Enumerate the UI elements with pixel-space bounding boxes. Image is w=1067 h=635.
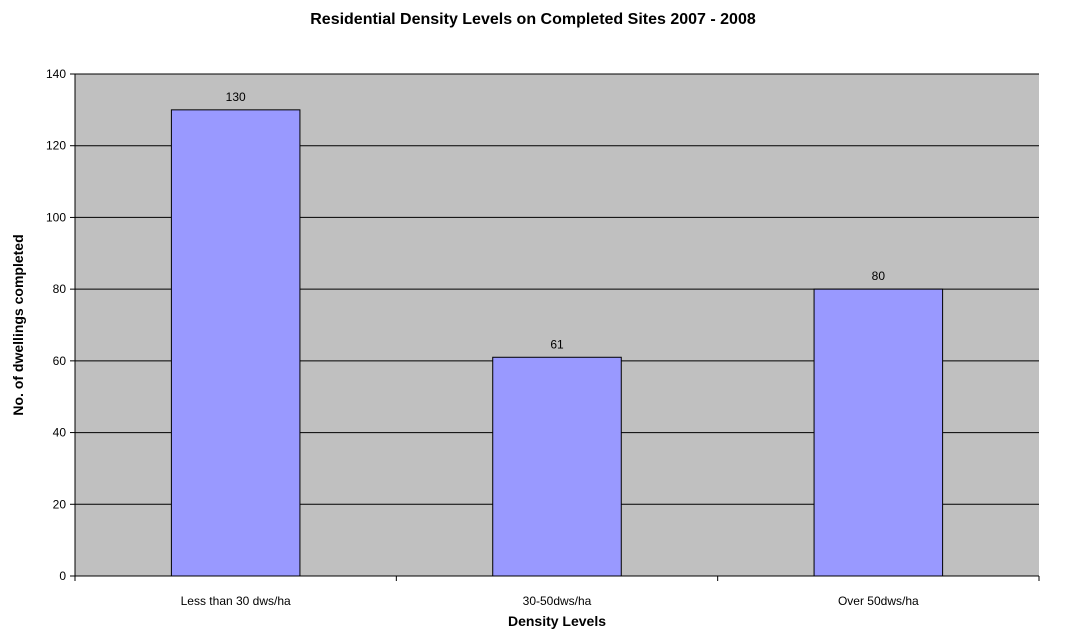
x-axis-title: Density Levels [508, 613, 606, 629]
y-tick-label: 120 [46, 139, 66, 153]
data-label: 80 [872, 269, 886, 283]
data-label: 61 [550, 337, 564, 351]
y-tick-label: 100 [46, 210, 66, 224]
bar [170, 109, 301, 577]
x-tick-label: 30-50dws/ha [523, 594, 592, 608]
bar [492, 356, 622, 577]
y-tick-label: 80 [53, 282, 67, 296]
y-tick-label: 140 [46, 67, 66, 81]
x-tick-label: Over 50dws/ha [838, 594, 919, 608]
y-axis-title: No. of dwellings completed [10, 234, 26, 415]
y-tick-label: 60 [53, 354, 67, 368]
bar [813, 288, 944, 577]
y-axis: 0 20 40 60 80 100 120 140 [46, 67, 76, 583]
y-tick-label: 20 [53, 497, 67, 511]
x-axis: Less than 30 dws/ha 30-50dws/ha Over 50dws… [74, 575, 1040, 608]
data-labels: 130 61 80 [226, 90, 886, 351]
y-tick-label: 40 [53, 426, 67, 440]
y-tick-label: 0 [59, 569, 66, 583]
x-tick-label: Less than 30 dws/ha [181, 594, 291, 608]
data-label: 130 [226, 90, 246, 104]
chart-title: Residential Density Levels on Completed … [310, 11, 756, 28]
